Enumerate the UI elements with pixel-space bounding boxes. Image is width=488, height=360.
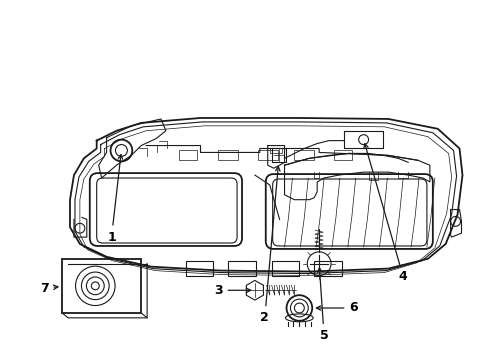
Bar: [257, 150, 277, 160]
Bar: [179, 150, 196, 160]
Text: 2: 2: [260, 166, 280, 324]
Bar: [185, 261, 213, 276]
Bar: [62, 259, 141, 313]
Text: 3: 3: [214, 284, 250, 297]
Bar: [271, 261, 299, 276]
Text: 4: 4: [363, 144, 407, 283]
Bar: [314, 261, 341, 276]
Bar: [228, 261, 255, 276]
Text: 5: 5: [317, 268, 328, 342]
Bar: [333, 150, 351, 160]
Text: 7: 7: [40, 282, 58, 295]
Text: 6: 6: [316, 301, 357, 315]
Text: 1: 1: [107, 154, 122, 244]
Bar: [218, 150, 238, 160]
Bar: [294, 150, 314, 160]
